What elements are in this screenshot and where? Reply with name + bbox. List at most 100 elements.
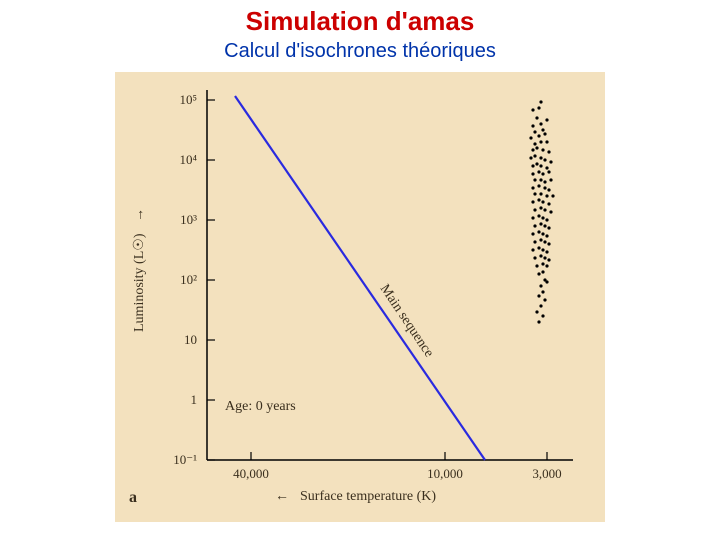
scatter-point <box>531 164 534 167</box>
scatter-point <box>539 304 542 307</box>
scatter-point <box>541 172 544 175</box>
scatter-point <box>545 250 548 253</box>
x-axis-arrow: ← <box>275 489 289 504</box>
scatter-point <box>531 148 534 151</box>
scatter-point <box>537 134 540 137</box>
scatter-point <box>541 148 544 151</box>
scatter-point <box>539 140 542 143</box>
scatter-point <box>545 264 548 267</box>
scatter-point <box>533 256 536 259</box>
scatter-point <box>547 188 550 191</box>
scatter-point <box>543 224 546 227</box>
scatter-point <box>545 218 548 221</box>
scatter-point <box>539 238 542 241</box>
x-axis-label: Surface temperature (K) <box>300 489 436 504</box>
scatter-point <box>533 130 536 133</box>
scatter-point <box>531 232 534 235</box>
y-tick-label: 10⁻¹ <box>173 452 197 467</box>
scatter-point <box>545 280 548 283</box>
scatter-point <box>535 264 538 267</box>
panel-label: a <box>129 489 137 506</box>
scatter-point <box>533 142 536 145</box>
scatter-point <box>541 314 544 317</box>
scatter-point <box>543 256 546 259</box>
scatter-point <box>545 118 548 121</box>
scatter-point <box>547 202 550 205</box>
scatter-point <box>539 254 542 257</box>
scatter-point <box>543 158 546 161</box>
scatter-point <box>547 258 550 261</box>
y-tick-label: 1 <box>191 392 198 407</box>
scatter-point <box>545 234 548 237</box>
scatter-point <box>535 162 538 165</box>
scatter-point <box>539 164 542 167</box>
scatter-point <box>529 156 532 159</box>
y-tick-label: 10² <box>180 272 197 287</box>
scatter-point <box>531 248 534 251</box>
x-tick-label: 40,000 <box>233 466 269 481</box>
scatter-point <box>537 294 540 297</box>
scatter-point <box>533 224 536 227</box>
scatter-point <box>539 284 542 287</box>
scatter-point <box>547 170 550 173</box>
scatter-point <box>543 298 546 301</box>
scatter-point <box>545 166 548 169</box>
hr-diagram-chart: 10⁻¹ 1 10 10² 10³ 10⁴ 10⁵ 3,000 10,000 40,000 ← Sur… <box>115 72 605 522</box>
scatter-point <box>539 206 542 209</box>
scatter-point <box>531 124 534 127</box>
scatter-point <box>543 240 546 243</box>
x-tick-label: 3,000 <box>532 466 561 481</box>
y-tick-label: 10 <box>184 332 197 347</box>
scatter-point <box>535 310 538 313</box>
y-axis-arrow: → <box>132 208 147 222</box>
scatter-point <box>537 170 540 173</box>
scatter-point <box>547 226 550 229</box>
scatter-point <box>531 200 534 203</box>
scatter-point <box>539 192 542 195</box>
y-tick-label: 10³ <box>180 212 197 227</box>
scatter-point <box>537 272 540 275</box>
scatter-point <box>537 184 540 187</box>
y-tick-label: 10⁵ <box>179 92 197 107</box>
y-axis-label: Luminosity (L☉) <box>132 233 147 332</box>
scatter-point <box>547 150 550 153</box>
scatter-point <box>533 154 536 157</box>
scatter-point <box>531 186 534 189</box>
scatter-point <box>545 194 548 197</box>
scatter-point <box>537 214 540 217</box>
page-subtitle: Calcul d'isochrones théoriques <box>0 40 720 63</box>
scatter-point <box>541 270 544 273</box>
scatter-point <box>539 156 542 159</box>
scatter-point <box>541 200 544 203</box>
age-text: Age: 0 years <box>225 399 296 414</box>
scatter-point <box>541 128 544 131</box>
scatter-point <box>543 208 546 211</box>
scatter-point <box>531 172 534 175</box>
scatter-point <box>531 108 534 111</box>
scatter-point <box>531 216 534 219</box>
scatter-point <box>543 186 546 189</box>
scatter-point <box>537 106 540 109</box>
scatter-point <box>543 132 546 135</box>
scatter-point <box>539 222 542 225</box>
scatter-point <box>547 242 550 245</box>
scatter-point <box>541 216 544 219</box>
y-tick-label: 10⁴ <box>179 152 197 167</box>
scatter-point <box>539 100 542 103</box>
scatter-point <box>533 208 536 211</box>
scatter-point <box>537 198 540 201</box>
scatter-point <box>549 210 552 213</box>
scatter-point <box>541 232 544 235</box>
scatter-point <box>543 180 546 183</box>
scatter-point <box>535 146 538 149</box>
scatter-point <box>541 262 544 265</box>
scatter-point <box>537 246 540 249</box>
scatter-point <box>537 230 540 233</box>
scatter-point <box>549 178 552 181</box>
scatter-point <box>541 248 544 251</box>
scatter-point <box>545 140 548 143</box>
x-tick-label: 10,000 <box>427 466 463 481</box>
scatter-point <box>533 178 536 181</box>
scatter-point <box>539 122 542 125</box>
scatter-point <box>551 194 554 197</box>
